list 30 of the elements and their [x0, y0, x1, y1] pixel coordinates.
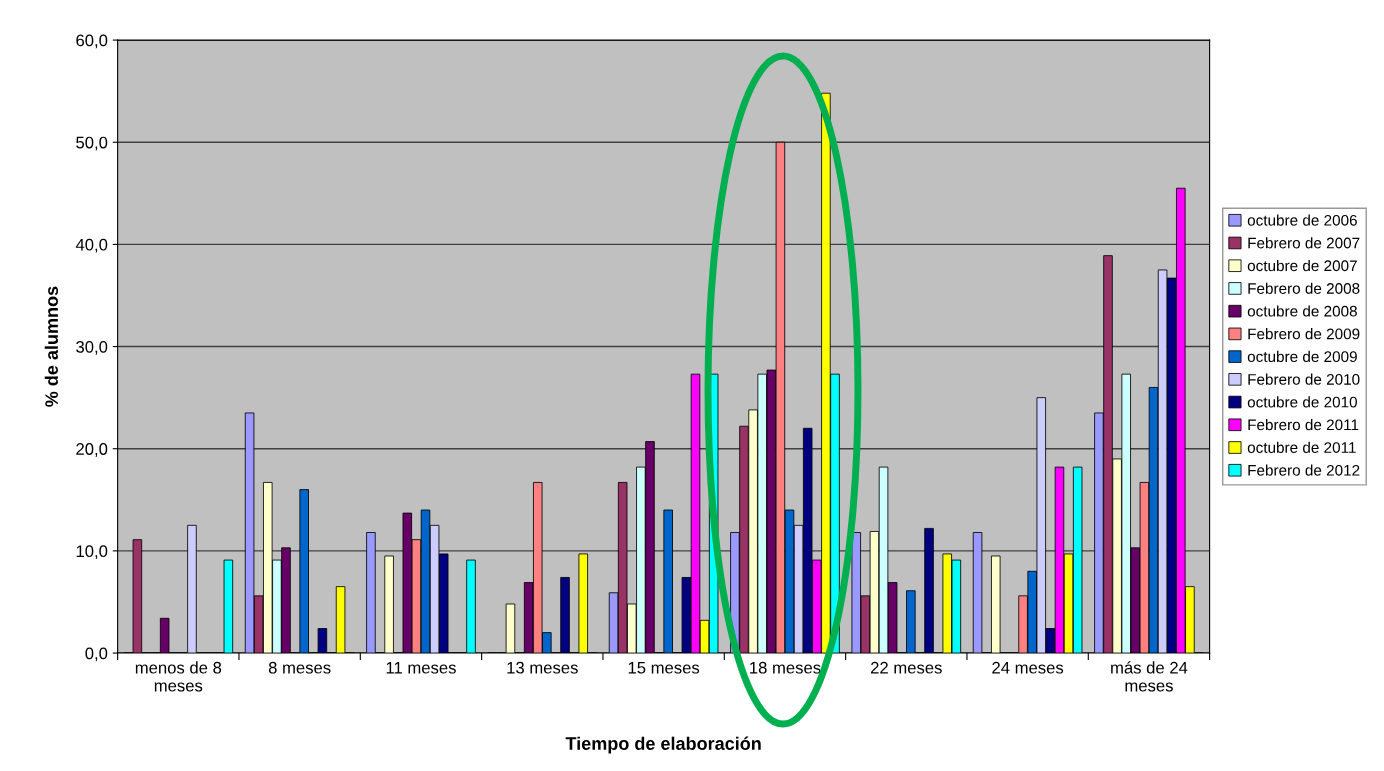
y-tick-label: 20,0	[76, 443, 108, 457]
y-tick-label: 50,0	[76, 136, 108, 151]
legend-label: octubre de 2011	[1247, 441, 1356, 453]
y-tick-label: 60,0	[76, 34, 108, 49]
x-tick-label: 11 meses	[386, 661, 456, 674]
legend-label: Febrero de 2011	[1248, 419, 1359, 431]
y-tick-label: 40,0	[75, 238, 108, 253]
y-axis-title: % de alumnos	[44, 286, 59, 407]
x-tick-label: 18 meses	[750, 661, 821, 674]
x-tick-label: 22 meses	[871, 661, 942, 674]
legend-label: octubre de 2008	[1247, 305, 1357, 317]
legend-label: Febrero de 2008	[1248, 282, 1360, 294]
x-tick-label: 15 meses	[628, 661, 700, 674]
legend-label: octubre de 2007	[1247, 259, 1357, 272]
legend-label: Febrero de 2012	[1248, 464, 1360, 476]
x-tick-label: 8 meses	[268, 661, 331, 674]
y-tick-label: 0,0	[85, 647, 108, 662]
y-tick-label: 30,0	[76, 340, 108, 355]
legend-label: Febrero de 2009	[1248, 328, 1360, 340]
legend-label: octubre de 2006	[1247, 214, 1357, 226]
x-tick-label: más de 24 meses	[1111, 661, 1188, 692]
legend-label: Febrero de 2007	[1248, 237, 1360, 249]
x-tick-label: 13 meses	[507, 661, 578, 674]
legend-label: Febrero de 2010	[1248, 373, 1360, 385]
legend-label: octubre de 2009	[1247, 350, 1357, 363]
x-axis-title: Tiempo de elaboración	[565, 736, 761, 754]
y-tick-label: 10,0	[76, 545, 108, 560]
x-tick-label: menos de 8 meses	[135, 661, 222, 692]
legend-label: octubre de 2010	[1247, 396, 1357, 408]
x-tick-label: 24 meses	[992, 661, 1064, 674]
